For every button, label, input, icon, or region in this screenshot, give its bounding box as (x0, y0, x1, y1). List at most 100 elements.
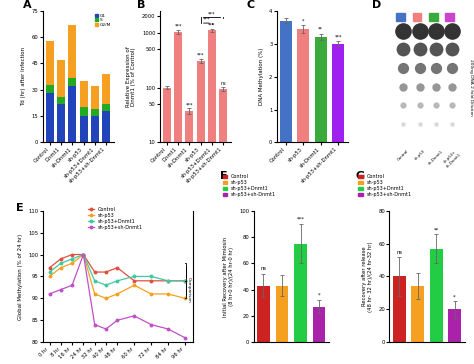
Point (400, 102, 407, 108)
Legend: G1, S, G2/M: G1, S, G2/M (94, 13, 111, 28)
Legend: Control, sh-p53, sh-p53+Dnmt1, sh-p53+sh-Dnmt1: Control, sh-p53, sh-p53+Dnmt1, sh-p53+sh… (358, 174, 412, 198)
Text: ***: *** (297, 216, 304, 221)
Point (448, 84, 456, 90)
Point (400, 84, 407, 90)
Text: Comparison: Comparison (187, 277, 191, 302)
Bar (102, 111, 110, 142)
Bar (80, 116, 88, 142)
Bar (80, 107, 88, 116)
sh-p53 (92, 292, 98, 296)
Legend: Control, sh-p53, sh-p53+Dnmt1, sh-p53+sh-Dnmt1: Control, sh-p53, sh-p53+Dnmt1, sh-p53+sh… (222, 174, 276, 198)
Text: *: * (453, 294, 456, 300)
Bar (219, 89, 228, 364)
Bar (46, 41, 54, 84)
Text: sh-p53+
sh-Dnmt1: sh-p53+ sh-Dnmt1 (442, 149, 462, 169)
Y-axis label: DNA Methylation (%): DNA Methylation (%) (258, 48, 264, 105)
Bar (275, 286, 289, 342)
sh-p53+sh-Dnmt1 (131, 314, 137, 318)
Y-axis label: Td (hr) after Infection: Td (hr) after Infection (21, 47, 26, 106)
Control (114, 265, 120, 270)
Bar (46, 93, 54, 142)
sh-p53+Dnmt1 (46, 270, 52, 274)
sh-p53 (69, 261, 75, 265)
Point (448, 46, 456, 52)
sh-p53 (103, 296, 109, 301)
Bar (57, 60, 65, 97)
sh-p53+sh-Dnmt1 (69, 283, 75, 288)
Text: Control: Control (397, 149, 410, 162)
Text: **: ** (434, 227, 439, 232)
sh-p53+Dnmt1 (92, 278, 98, 283)
Point (448, 121, 456, 127)
sh-p53+Dnmt1 (165, 278, 171, 283)
Bar (392, 276, 406, 342)
Bar (294, 244, 307, 342)
Text: sh-p53: sh-p53 (414, 149, 426, 161)
sh-p53+sh-Dnmt1 (46, 292, 52, 296)
Bar (102, 104, 110, 111)
sh-p53 (182, 296, 188, 301)
Text: ***: *** (203, 17, 210, 22)
Control (103, 270, 109, 274)
Point (416, 46, 423, 52)
Text: G: G (356, 171, 365, 181)
Point (432, 46, 440, 52)
Bar (257, 286, 270, 342)
Bar (163, 88, 171, 364)
Point (400, 121, 407, 127)
Text: 200ng DNA 2 fold Dilution: 200ng DNA 2 fold Dilution (469, 59, 473, 116)
sh-p53+sh-Dnmt1 (182, 336, 188, 340)
sh-p53+Dnmt1 (81, 252, 86, 257)
Y-axis label: Global Methylation (% of 24 hr): Global Methylation (% of 24 hr) (18, 233, 23, 320)
sh-p53+Dnmt1 (58, 261, 64, 265)
Bar (208, 31, 216, 364)
Text: A: A (23, 0, 31, 11)
Bar (197, 61, 205, 364)
Bar (69, 86, 76, 142)
Text: **: ** (319, 27, 323, 32)
Control (165, 278, 171, 283)
Bar (80, 81, 88, 107)
Text: ns: ns (220, 81, 226, 86)
Control (46, 265, 52, 270)
sh-p53+sh-Dnmt1 (114, 318, 120, 323)
sh-p53+sh-Dnmt1 (148, 323, 154, 327)
Bar (315, 37, 327, 142)
Point (400, 28, 407, 33)
Control (92, 270, 98, 274)
Text: ***: *** (174, 24, 182, 29)
sh-p53+Dnmt1 (103, 283, 109, 288)
sh-p53 (81, 252, 86, 257)
Point (448, 102, 456, 108)
Control (69, 252, 75, 257)
Line: sh-p53+Dnmt1: sh-p53+Dnmt1 (48, 253, 186, 286)
Control (81, 252, 86, 257)
sh-p53+sh-Dnmt1 (92, 323, 98, 327)
Bar (174, 32, 182, 364)
Control (131, 278, 137, 283)
Point (416, 84, 423, 90)
Point (432, 84, 440, 90)
Point (416, 121, 423, 127)
Bar (69, 25, 76, 78)
Bar (396, 13, 405, 21)
Bar (332, 44, 344, 142)
Bar (312, 306, 326, 342)
Point (416, 28, 423, 33)
Bar (445, 13, 454, 21)
Bar (429, 249, 443, 342)
Point (432, 28, 440, 33)
sh-p53 (165, 292, 171, 296)
Control (182, 278, 188, 283)
Text: ns: ns (260, 266, 266, 271)
Bar (57, 104, 65, 142)
Bar (297, 29, 310, 142)
Bar (102, 74, 110, 104)
Bar (429, 13, 438, 21)
Text: ***: *** (335, 34, 342, 39)
sh-p53+Dnmt1 (148, 274, 154, 278)
Text: F: F (219, 171, 227, 181)
Y-axis label: Recovery after release
(48 hr- 32 hr)/(24 hr-32 hr): Recovery after release (48 hr- 32 hr)/(2… (362, 241, 373, 312)
Point (400, 46, 407, 52)
Bar (185, 111, 193, 364)
